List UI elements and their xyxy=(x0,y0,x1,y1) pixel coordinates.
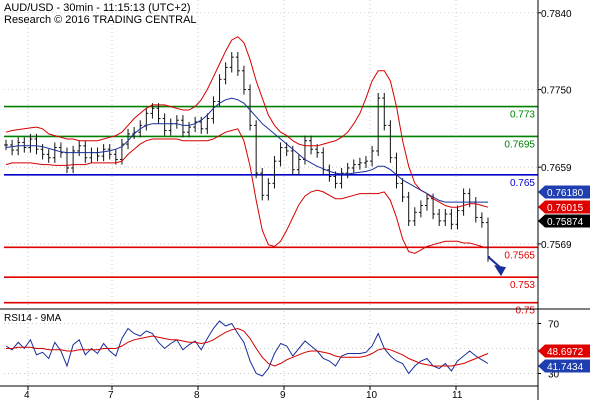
moving-average-line xyxy=(5,97,488,203)
upper-band-line xyxy=(5,36,489,208)
level-label: 0.75 xyxy=(516,306,536,317)
price-tag-label: 0.76180 xyxy=(547,188,584,199)
y-tick-label: 0.7750 xyxy=(541,86,572,97)
x-tick-label: 4 xyxy=(24,390,30,400)
price-tag-label: 48.6972 xyxy=(547,347,584,358)
rsi-y-tick-label: 70 xyxy=(548,320,560,331)
price-tag-label: 0.75874 xyxy=(547,217,584,228)
level-label: 0.765 xyxy=(510,178,535,189)
support-resistance-levels: 0.773 0.7695 0.765 0.7565 0.753 0.75 xyxy=(4,105,538,317)
rsi-price-tags: 48.6972 41.7434 xyxy=(538,344,590,373)
level-label: 0.7565 xyxy=(504,250,535,261)
level-label: 0.7695 xyxy=(504,139,535,150)
x-tick-label: 8 xyxy=(194,390,200,400)
price-tag-box xyxy=(538,359,590,373)
forecast-arrow xyxy=(487,255,506,277)
rsi-title: RSI14 - 9MA xyxy=(4,313,62,324)
rsi-grid xyxy=(4,311,538,386)
price-tags: 0.76180 0.76015 0.75874 xyxy=(538,185,590,228)
x-tick-label: 9 xyxy=(280,390,286,400)
price-tag-box xyxy=(538,344,590,358)
rsi-y-tick-label: 30 xyxy=(548,370,560,381)
x-tick-label: 7 xyxy=(108,390,114,400)
level-label: 0.773 xyxy=(510,110,535,121)
price-tag-label: 0.76015 xyxy=(547,203,584,214)
rsi-series xyxy=(5,320,489,377)
main-grid xyxy=(4,0,538,307)
chart-title: AUD/USD - 30min - 11:15:13 (UTC+2) xyxy=(4,2,191,14)
y-tick-label: 0.7840 xyxy=(541,9,572,20)
forecast-arrow-shaft xyxy=(487,255,501,268)
rsi14-line xyxy=(5,320,489,377)
lower-band-line xyxy=(5,128,489,254)
price-tag-box xyxy=(538,185,590,199)
price-tag-box xyxy=(538,200,590,214)
price-tag-box xyxy=(538,214,590,228)
y-tick-label: 0.7659 xyxy=(541,163,572,174)
9ma-line xyxy=(6,327,489,367)
chart-research-credit: Research © 2016 TRADING CENTRAL xyxy=(4,14,197,26)
price-series xyxy=(4,36,490,262)
x-tick-label: 11 xyxy=(452,390,463,400)
level-label: 0.753 xyxy=(510,280,535,291)
forecast-arrow-head xyxy=(494,265,506,277)
x-axis: 4 7 8 9 10 11 xyxy=(24,386,463,401)
x-tick-label: 10 xyxy=(366,390,378,400)
y-tick-label: 0.7569 xyxy=(541,240,572,251)
price-tag-label: 41.7434 xyxy=(547,362,584,373)
